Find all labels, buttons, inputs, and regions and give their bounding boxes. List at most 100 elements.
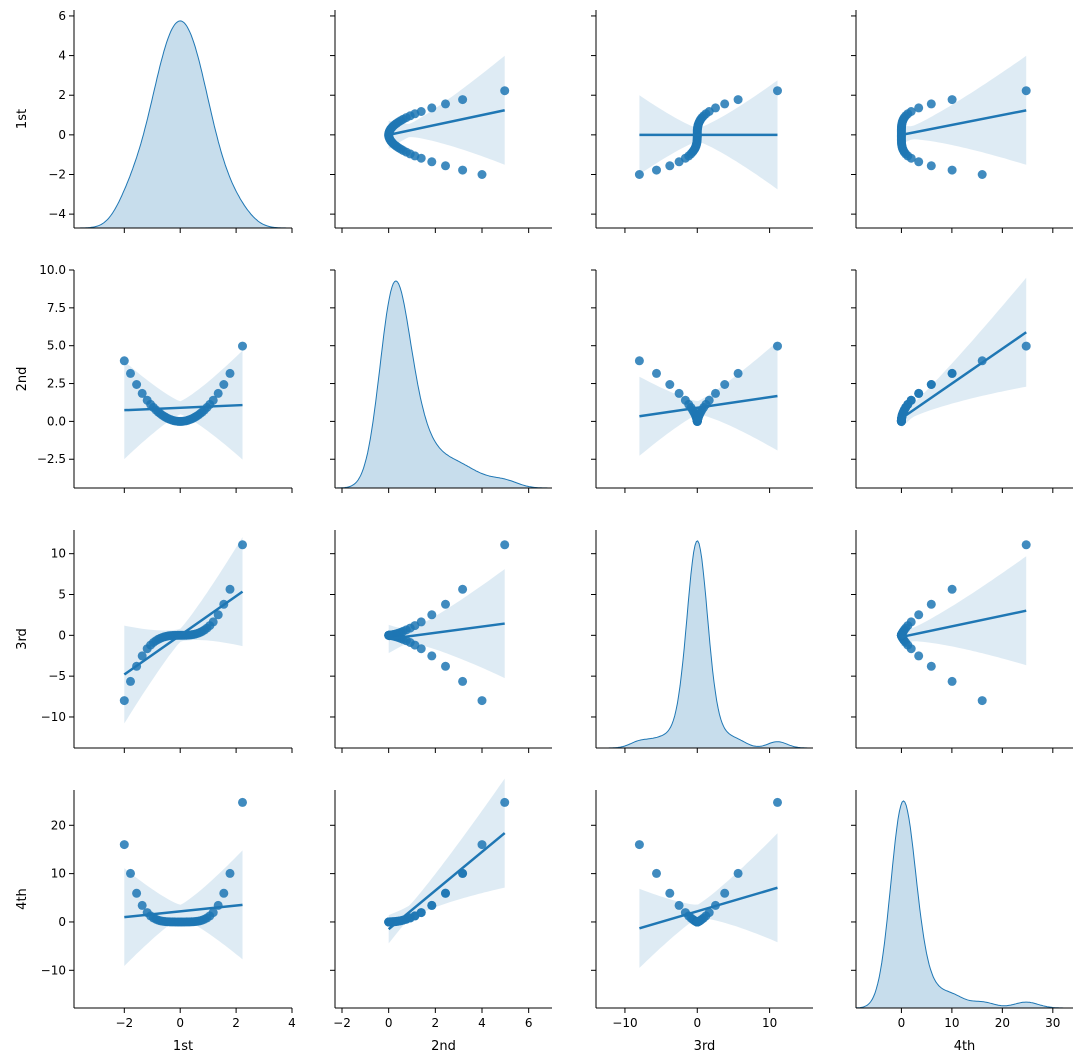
scatter-point	[665, 161, 675, 171]
regression-line	[639, 886, 778, 930]
y-tick-label: 0	[58, 628, 66, 642]
scatter-point	[213, 610, 223, 620]
x-axis-label-2nd: 2nd	[431, 1039, 456, 1054]
x-axis-label-3rd: 3rd	[694, 1039, 716, 1054]
scatter-point	[441, 661, 450, 671]
scatter-point	[119, 696, 129, 706]
panel-2nd-vs-2nd	[330, 269, 552, 493]
scatter-point	[926, 161, 936, 171]
ci-band	[124, 537, 243, 724]
panel-1st-vs-2nd	[330, 10, 552, 233]
scatter-point	[238, 797, 247, 807]
scatter-point	[733, 368, 743, 378]
y-tick-label: 10.0	[39, 263, 66, 277]
y-tick-label: −10	[41, 963, 66, 977]
scatter-point	[914, 157, 924, 167]
x-tick-label: 2	[232, 1016, 240, 1030]
scatter-point	[458, 584, 468, 594]
ci-band	[388, 55, 505, 165]
x-tick-label: 0	[385, 1016, 393, 1030]
y-tick-label: 5	[58, 588, 66, 602]
ci-band	[901, 277, 1027, 428]
scatter-point	[225, 368, 235, 378]
regression-line	[387, 832, 506, 931]
y-axis-label-1st: 1st	[15, 109, 30, 129]
scatter-point	[947, 95, 957, 105]
ci-band	[124, 850, 243, 966]
y-tick-label: −2	[48, 167, 66, 181]
scatter-point	[441, 161, 450, 171]
scatter-point	[500, 86, 510, 96]
scatter-point	[652, 868, 661, 878]
panel-2nd-vs-3rd	[591, 269, 813, 493]
scatter-point	[238, 341, 247, 351]
x-tick-label: −2	[115, 1016, 133, 1030]
x-tick-label: −10	[612, 1016, 637, 1030]
regression-line	[901, 109, 1027, 137]
scatter-point	[427, 900, 437, 910]
y-tick-label: −10	[41, 710, 66, 724]
scatter-point	[947, 676, 957, 686]
kde-line-2nd	[335, 280, 552, 489]
scatter-point	[427, 651, 437, 661]
scatter-point	[126, 868, 135, 878]
scatter-point	[652, 165, 661, 175]
y-axis-label-3rd: 3rd	[15, 628, 30, 650]
x-tick-label: 6	[525, 1016, 533, 1030]
scatter-point	[416, 107, 426, 116]
scatter-point	[914, 388, 924, 398]
scatter-point	[132, 888, 142, 898]
y-tick-label: 20	[51, 818, 66, 832]
scatter-point	[126, 676, 135, 686]
scatter-point	[137, 900, 147, 910]
scatter-point	[733, 95, 743, 105]
y-axis-label-2nd: 2nd	[15, 367, 30, 392]
panel-4th-vs-4th: 0 10 20 30 4th	[851, 790, 1073, 1054]
scatter-point	[704, 908, 714, 918]
regression-line	[900, 331, 1027, 420]
scatter-point	[1021, 341, 1031, 351]
y-tick-label: 0	[58, 128, 66, 142]
regression-line	[124, 403, 243, 412]
ci-band	[639, 833, 778, 968]
scatter-point	[711, 388, 720, 398]
scatter-point	[427, 157, 437, 167]
y-tick-label: −2.5	[37, 452, 66, 466]
scatter-point	[219, 888, 229, 898]
kde-fill-2nd	[335, 280, 552, 488]
scatter-point	[665, 888, 675, 898]
panel-3rd-vs-1st: −10 −5 0 5 10 3rd	[15, 530, 293, 753]
panel-3rd-vs-3rd	[591, 530, 813, 753]
scatter-point	[906, 395, 916, 405]
scatter-point	[119, 356, 129, 366]
ci-band	[124, 350, 243, 460]
kde-line-1st	[74, 20, 292, 229]
scatter-point	[704, 395, 714, 405]
x-tick-label: 2	[432, 1016, 440, 1030]
x-axis-label-4th: 4th	[954, 1039, 976, 1054]
ci-band	[901, 556, 1027, 666]
scatter-point	[733, 868, 743, 878]
scatter-point	[926, 661, 936, 671]
regression-line	[639, 394, 778, 418]
scatter-point	[773, 341, 782, 351]
scatter-point	[914, 103, 924, 113]
y-axis-label-4th: 4th	[15, 888, 30, 910]
panel-4th-vs-3rd: −10 0 10 3rd	[591, 790, 813, 1054]
scatter-point	[674, 900, 684, 910]
ci-band	[388, 569, 505, 679]
panel-2nd-vs-4th	[851, 269, 1073, 493]
y-tick-label: −4	[48, 207, 66, 221]
y-tick-label: 4	[58, 49, 66, 63]
scatter-point	[711, 103, 720, 113]
regression-line	[901, 609, 1027, 639]
scatter-point	[219, 380, 229, 389]
regression-line	[388, 622, 505, 641]
x-tick-label: 20	[995, 1016, 1010, 1030]
kde-line-4th	[855, 800, 1073, 1009]
scatter-point	[208, 908, 218, 918]
scatter-point	[477, 696, 487, 706]
scatter-point	[720, 380, 730, 389]
ci-band	[388, 778, 505, 944]
scatter-point	[416, 908, 426, 918]
